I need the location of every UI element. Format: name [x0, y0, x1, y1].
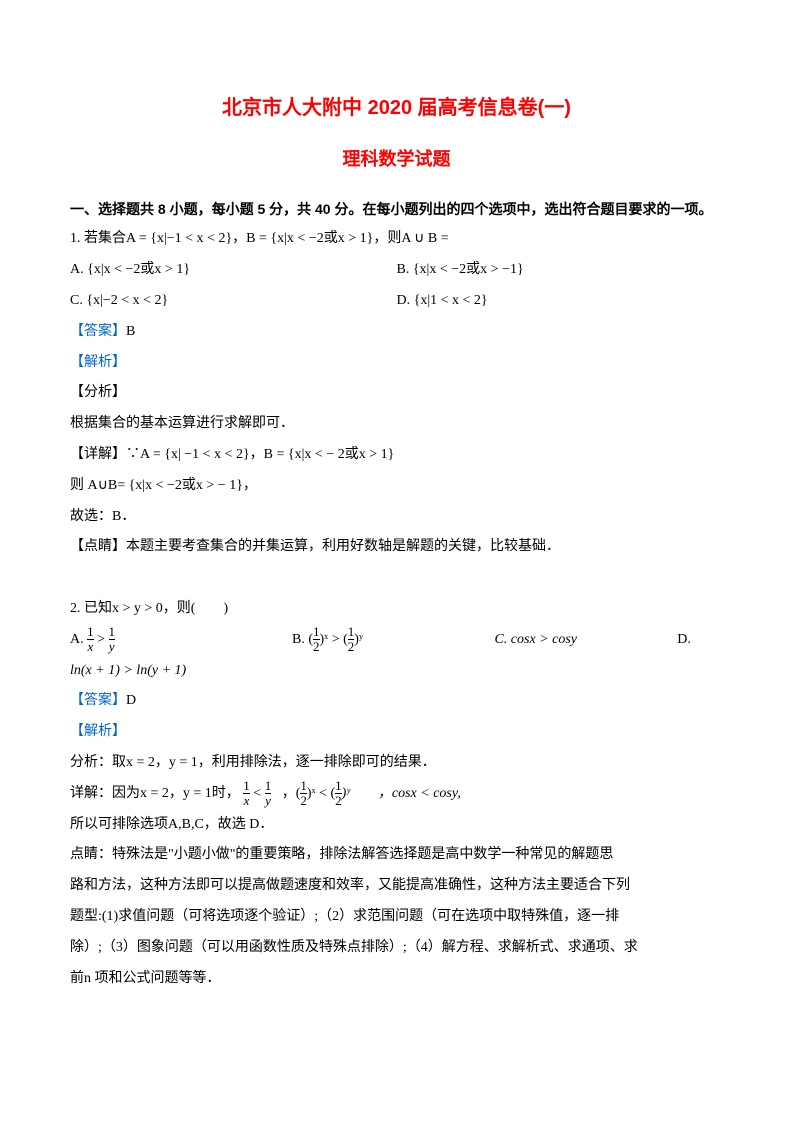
- q1-options-row2: C. {x|−2 < x < 2} D. {x|1 < x < 2}: [70, 286, 723, 317]
- frac-1-x-2: 1x: [243, 779, 250, 809]
- q2-jiexi-label: 【解析】: [70, 717, 723, 748]
- q2-dj1: 点睛：特殊法是"小题小做"的重要策略，排除法解答选择题是高中数学一种常见的解题思: [70, 840, 723, 871]
- q1-detail-body3: 故选：B．: [70, 502, 723, 533]
- q2-detail: 详解：因为x = 2，y = 1时， 1x < 1y ，(12)ˣ < (12)…: [70, 779, 723, 810]
- answer-label: 【答案】: [70, 324, 126, 339]
- q1-dianjing: 【点睛】本题主要考查集合的并集运算，利用好数轴是解题的关键，比较基础．: [70, 532, 723, 563]
- q1-fenxi-body: 根据集合的基本运算进行求解即可．: [70, 409, 723, 440]
- dianjing-body: 本题主要考查集合的并集运算，利用好数轴是解题的关键，比较基础．: [126, 539, 560, 554]
- doc-subtitle: 理科数学试题: [70, 140, 723, 180]
- detail-pre: 详解：因为x = 2，y = 1时，: [70, 786, 240, 801]
- q2-dj5: 前n 项和公式问题等等．: [70, 964, 723, 995]
- q1-answer: 【答案】B: [70, 317, 723, 348]
- q2-dj3: 题型:(1)求值问题（可将选项逐个验证）;（2）求范围问题（可在选项中取特殊值，…: [70, 902, 723, 933]
- q1-fenxi-label: 【分析】: [70, 378, 723, 409]
- q1-options-row1: A. {x|x < −2或x > 1} B. {x|x < −2或x > −1}: [70, 255, 723, 286]
- q1-option-a: A. {x|x < −2或x > 1}: [70, 255, 397, 286]
- dianjing-label: 【点睛】: [70, 539, 126, 554]
- q2-option-a: A. 1x > 1y: [70, 625, 292, 656]
- detail-label: 【详解】: [70, 447, 126, 462]
- q2-dj2: 路和方法，这种方法即可以提高做题速度和效率，又能提高准确性，这种方法主要适合下列: [70, 871, 723, 902]
- q2a-pre: A.: [70, 632, 87, 647]
- q2-option-d-line2: ln(x + 1) > ln(y + 1): [70, 656, 723, 687]
- q2-exclude: 所以可排除选项A,B,C，故选 D．: [70, 810, 723, 841]
- q2b-post: )ʸ: [354, 632, 363, 647]
- doc-title: 北京市人大附中 2020 届高考信息卷(一): [70, 90, 723, 126]
- q2-option-b: B. (12)ˣ > (12)ʸ: [292, 625, 494, 656]
- q1-option-b: B. {x|x < −2或x > −1}: [397, 255, 724, 286]
- q2-fenxi: 分析：取x = 2，y = 1，利用排除法，逐一排除即可的结果．: [70, 748, 723, 779]
- detail-body1: ∵A = {x| −1 < x < 2}，B = {x|x < − 2或x > …: [126, 447, 394, 462]
- section-header: 一、选择题共 8 小题，每小题 5 分，共 40 分。在每小题列出的四个选项中，…: [70, 194, 723, 225]
- q1-detail-body2: 则 A∪B= {x|x < −2或x > − 1}，: [70, 471, 723, 502]
- answer-value: B: [126, 324, 135, 339]
- q2-stem: 2. 已知x > y > 0，则( ): [70, 594, 723, 625]
- q1-jiexi-label: 【解析】: [70, 348, 723, 379]
- frac-1-x: 1x: [87, 625, 94, 655]
- detail-mid3: )ʸ ，cosx < cosy,: [342, 786, 461, 801]
- detail-mid2: )ˣ < (: [307, 786, 335, 801]
- q1-option-c: C. {x|−2 < x < 2}: [70, 286, 397, 317]
- q2-option-d: D.: [677, 625, 723, 656]
- q1-detail: 【详解】∵A = {x| −1 < x < 2}，B = {x|x < − 2或…: [70, 440, 723, 471]
- q2-option-c: C. cosx > cosy: [494, 625, 677, 656]
- q2b-pre: B. (: [292, 632, 313, 647]
- q1-option-d: D. {x|1 < x < 2}: [397, 286, 724, 317]
- detail-mid1: ，(: [282, 786, 301, 801]
- answer-value: D: [126, 693, 136, 708]
- q2b-mid: )ˣ > (: [320, 632, 348, 647]
- q1-stem: 1. 若集合A = {x|−1 < x < 2}，B = {x|x < −2或x…: [70, 224, 723, 255]
- q2-dj4: 除）;（3）图象问题（可以用函数性质及特殊点排除）;（4）解方程、求解析式、求通…: [70, 933, 723, 964]
- spacer: [70, 563, 723, 594]
- frac-1-y: 1y: [109, 625, 116, 655]
- frac-1-y-2: 1y: [265, 779, 272, 809]
- answer-label: 【答案】: [70, 693, 126, 708]
- q2-options-row: A. 1x > 1y B. (12)ˣ > (12)ʸ C. cosx > co…: [70, 625, 723, 656]
- q2-answer: 【答案】D: [70, 686, 723, 717]
